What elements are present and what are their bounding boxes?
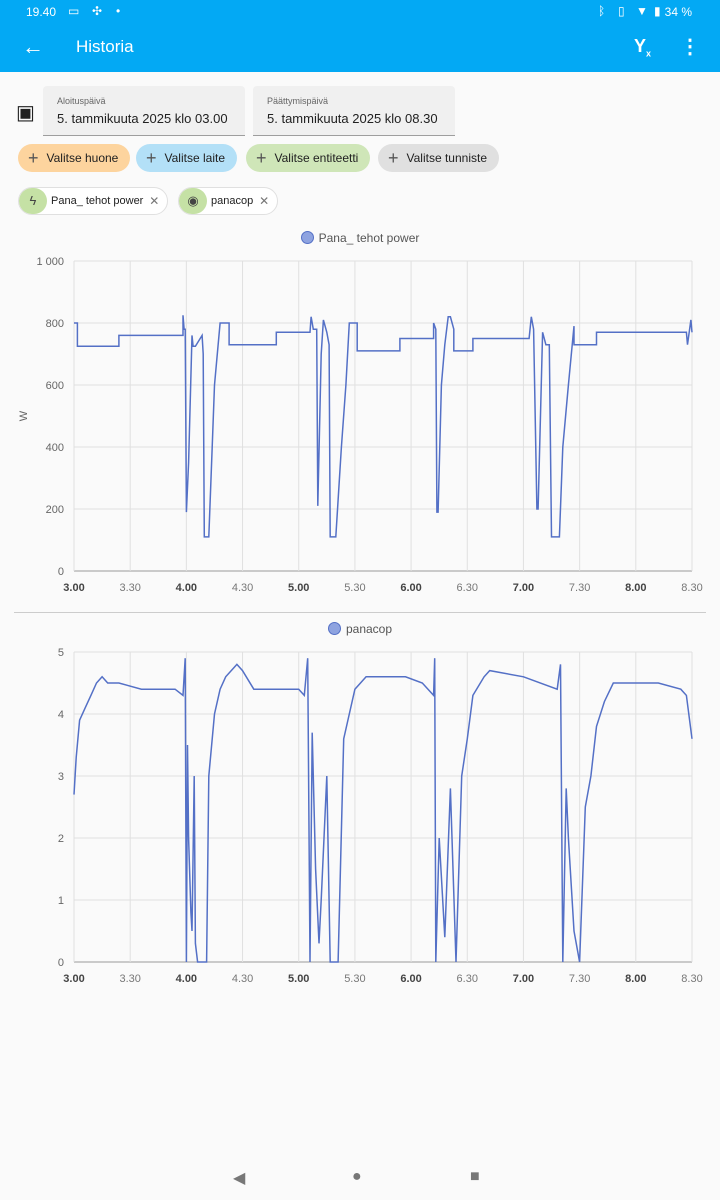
- plus-icon: +: [388, 148, 399, 168]
- legend-label: Pana_ tehot power: [318, 231, 420, 245]
- start-date-field[interactable]: Aloituspäivä 5. tammikuuta 2025 klo 03.0…: [43, 86, 245, 136]
- battery-level: 34 %: [664, 5, 692, 19]
- legend-label: panacop: [345, 622, 393, 636]
- filter-remove-icon[interactable]: Yx: [634, 36, 652, 59]
- x-tick-label: 7.30: [569, 973, 590, 985]
- x-tick-label: 8.30: [681, 973, 702, 985]
- flash-icon: ϟ: [19, 188, 47, 214]
- series-line: [73, 658, 693, 963]
- y-axis-label: W: [18, 410, 30, 421]
- choose-device-chip[interactable]: + Valitse laite: [136, 144, 237, 172]
- y-tick-label: 400: [46, 442, 64, 454]
- x-tick-label: 6.00: [400, 973, 421, 985]
- power-chart: 0 200 400 600 800 1 000 3.00 3.30 4.00 4.30 5.00 5.…: [18, 256, 703, 594]
- y-tick-label: 600: [46, 380, 64, 392]
- fan-icon: ✣: [92, 4, 103, 18]
- bluetooth-icon: ᛒ: [598, 4, 606, 18]
- x-tick-label: 8.00: [625, 582, 646, 594]
- x-tick-label: 6.30: [457, 582, 478, 594]
- x-tick-label: 7.30: [569, 582, 590, 594]
- panacop-chart: 0 1 2 3 4 5 3.00 3.30 4.00 4.30 5.00 5.30 6.00 6.30 7.…: [58, 647, 703, 985]
- y-tick-label: 2: [58, 833, 64, 845]
- choose-label-chip[interactable]: + Valitse tunniste: [378, 144, 500, 172]
- x-tick-label: 4.00: [176, 582, 197, 594]
- x-tick-label: 5.00: [288, 582, 309, 594]
- page-title: Historia: [76, 37, 134, 56]
- entity-chip-label: Pana_ tehot power: [51, 195, 144, 207]
- choose-entity-chip[interactable]: + Valitse entiteetti: [246, 144, 371, 172]
- entity-chip-power[interactable]: ϟ Pana_ tehot power ✕: [18, 187, 169, 215]
- end-date-label: Päättymispäivä: [267, 96, 329, 106]
- x-tick-label: 3.00: [63, 973, 84, 985]
- more-vertical-icon[interactable]: ⋮: [680, 36, 700, 58]
- series-line: [74, 315, 693, 538]
- chart-legend-panacop[interactable]: panacop: [0, 622, 720, 636]
- close-icon[interactable]: ✕: [259, 194, 270, 208]
- nav-recents-button[interactable]: ■: [470, 1168, 480, 1185]
- dot-icon: •: [116, 4, 121, 18]
- status-time: 19.40: [26, 5, 57, 19]
- y-tick-label: 1: [58, 895, 64, 907]
- choose-area-chip[interactable]: + Valitse huone: [18, 144, 131, 172]
- x-tick-label: 7.00: [513, 582, 534, 594]
- x-tick-label: 5.30: [344, 973, 365, 985]
- x-tick-label: 5.30: [344, 582, 365, 594]
- eye-icon: ◉: [179, 188, 207, 214]
- entity-chip-panacop[interactable]: ◉ panacop ✕: [178, 187, 279, 215]
- x-tick-label: 8.30: [681, 582, 702, 594]
- end-date-value: 5. tammikuuta 2025 klo 08.30: [267, 111, 438, 126]
- x-tick-label: 4.30: [232, 582, 253, 594]
- y-tick-label: 1 000: [36, 256, 64, 268]
- x-tick-label: 3.30: [119, 582, 140, 594]
- chart-legend-power[interactable]: Pana_ tehot power: [0, 231, 720, 245]
- y-tick-label: 800: [46, 318, 64, 330]
- plus-icon: +: [256, 148, 267, 168]
- wifi-icon: ▼: [636, 4, 648, 18]
- end-date-field[interactable]: Päättymispäivä 5. tammikuuta 2025 klo 08…: [253, 86, 455, 136]
- y-tick-label: 0: [58, 957, 64, 969]
- x-tick-label: 3.00: [63, 582, 84, 594]
- chip-label: Valitse entiteetti: [274, 151, 359, 165]
- y-tick-label: 4: [58, 709, 64, 721]
- legend-dot: [300, 231, 314, 244]
- x-tick-label: 4.00: [176, 973, 197, 985]
- close-icon[interactable]: ✕: [149, 194, 160, 208]
- entity-chip-label: panacop: [211, 195, 254, 207]
- legend-dot: [327, 622, 341, 635]
- arrow-left-icon[interactable]: ←: [22, 34, 44, 59]
- chip-label: Valitse laite: [164, 151, 225, 165]
- x-tick-label: 6.30: [457, 973, 478, 985]
- start-date-value: 5. tammikuuta 2025 klo 03.00: [57, 111, 228, 126]
- y-tick-label: 5: [58, 647, 64, 659]
- app-notification-icon: ▭: [68, 4, 80, 18]
- chip-label: Valitse tunniste: [406, 151, 488, 165]
- y-tick-label: 3: [58, 771, 64, 783]
- start-date-label: Aloituspäivä: [57, 96, 106, 106]
- nav-back-button[interactable]: ◀: [233, 1170, 246, 1187]
- y-tick-label: 200: [46, 504, 64, 516]
- vibrate-icon: ▯: [618, 4, 625, 18]
- status-bar: 19.40 ▭ ✣ • ᛒ ▯ ▼ ▮ 34 %: [0, 0, 720, 24]
- x-tick-label: 5.00: [288, 973, 309, 985]
- nav-home-button[interactable]: ●: [352, 1168, 362, 1185]
- x-tick-label: 3.30: [119, 973, 140, 985]
- divider: [14, 612, 706, 613]
- plus-icon: +: [146, 148, 157, 168]
- calendar-icon[interactable]: ▣: [16, 102, 35, 124]
- app-bar: ← Historia Yx ⋮: [0, 24, 720, 72]
- x-tick-label: 7.00: [513, 973, 534, 985]
- x-tick-label: 8.00: [625, 973, 646, 985]
- x-tick-label: 4.30: [232, 973, 253, 985]
- battery-icon: ▮: [654, 4, 661, 18]
- y-tick-label: 0: [58, 566, 64, 578]
- x-tick-label: 6.00: [400, 582, 421, 594]
- plus-icon: +: [28, 148, 39, 168]
- chip-label: Valitse huone: [46, 151, 119, 165]
